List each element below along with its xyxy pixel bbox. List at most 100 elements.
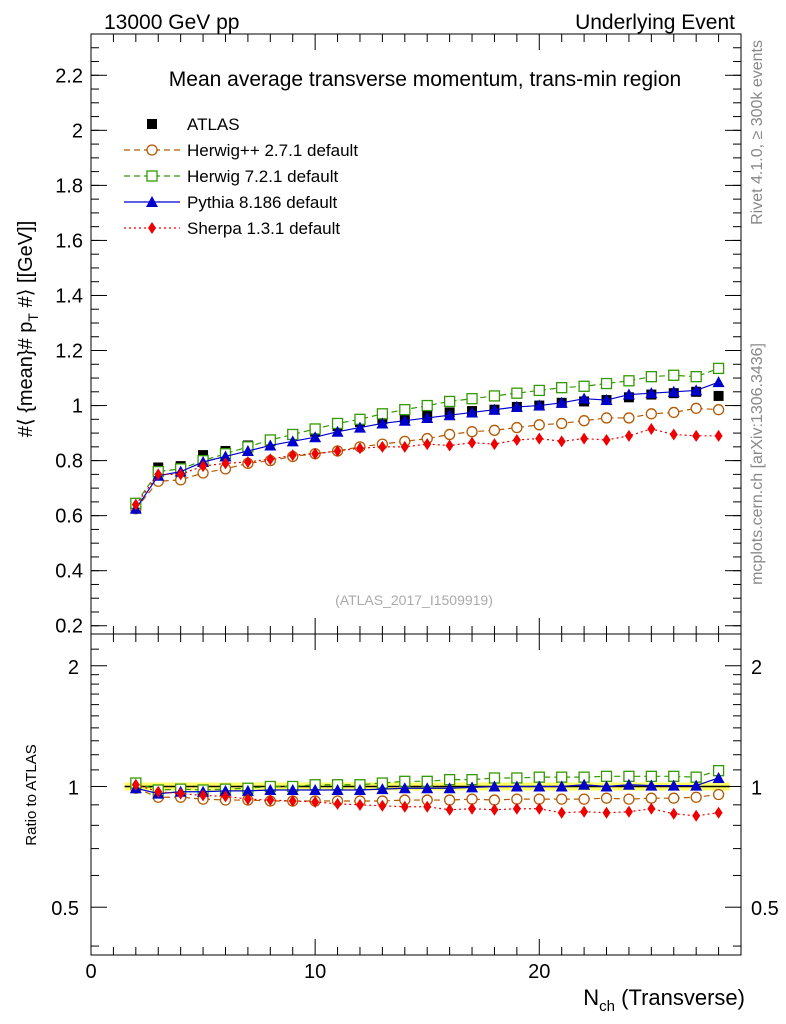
main-point-pythia-8-186-default: [690, 384, 703, 396]
header-right-label: Underlying Event: [575, 11, 735, 34]
main-point-herwig-7-2-1-default: [668, 369, 680, 381]
header-left-label: 13000 GeV pp: [104, 11, 239, 34]
main-point-herwig-7-2-1-default: [690, 371, 702, 383]
y-title-pre: #⟨ {mean}# p: [15, 322, 37, 438]
ratio-point-sherpa-1-3-1-default: [602, 806, 611, 819]
main-point-sherpa-1-3-1-default: [602, 433, 611, 446]
ratio-point-herwig-2-7-1-default: [466, 793, 478, 805]
legend-marker-sherpa-1-3-1-default: [148, 222, 156, 234]
legend-marker-herwig-7-2-1-default: [146, 170, 158, 182]
ratio-point-sherpa-1-3-1-default: [266, 794, 275, 807]
main-point-herwig-2-7-1-default: [466, 426, 478, 438]
main-y-tick-label: 1.6: [55, 230, 83, 252]
main-point-pythia-8-186-default: [376, 417, 389, 429]
main-point-sherpa-1-3-1-default: [445, 439, 454, 452]
ratio-point-pythia-8-186-default: [645, 779, 658, 791]
main-point-pythia-8-186-default: [645, 387, 658, 399]
main-point-pythia-8-186-default: [555, 396, 568, 408]
ratio-point-pythia-8-186-default: [555, 780, 568, 792]
main-point-pythia-8-186-default: [264, 439, 277, 451]
main-y-ticks: 0.2 0.4 0.6 0.8 1 1.2 1.4 1.6 1.8 2 2.2: [55, 47, 741, 638]
ratio-point-sherpa-1-3-1-default: [714, 806, 723, 819]
ratio-point-sherpa-1-3-1-default: [557, 806, 566, 819]
main-point-sherpa-1-3-1-default: [131, 498, 140, 511]
x-axis-title: Nch (Transverse): [583, 985, 745, 1015]
main-point-herwig-2-7-1-default: [712, 404, 725, 416]
ratio-point-sherpa-1-3-1-default: [288, 795, 297, 808]
main-panel: 0.2 0.4 0.6 0.8 1 1.2 1.4 1.6 1.8 2 2.2 Mean avera…: [15, 33, 742, 638]
ratio-point-sherpa-1-3-1-default: [468, 802, 477, 815]
main-point-herwig-7-2-1-default: [556, 382, 568, 394]
main-point-herwig-7-2-1-default: [600, 377, 613, 390]
legend-marker-pythia-8-186-default: [146, 196, 158, 207]
main-point-pythia-8-186-default: [712, 376, 725, 388]
main-y-tick-label: 0.2: [55, 616, 83, 638]
ratio-point-pythia-8-186-default: [241, 784, 254, 796]
main-point-sherpa-1-3-1-default: [288, 449, 297, 462]
main-point-sherpa-1-3-1-default: [355, 442, 364, 455]
main-point-herwig-7-2-1-default: [466, 393, 478, 405]
main-point-sherpa-1-3-1-default: [692, 429, 701, 442]
main-y-tick-label: 2.2: [55, 65, 83, 87]
main-point-sherpa-1-3-1-default: [243, 455, 252, 468]
ratio-point-sherpa-1-3-1-default: [131, 778, 140, 791]
x-tick-label: 20: [528, 961, 550, 983]
ratio-series-layer: [129, 765, 725, 822]
ratio-point-herwig-2-7-1-default: [623, 793, 635, 805]
legend-label-herwig-7-2-1-default: Herwig 7.2.1 default: [187, 167, 338, 186]
main-point-herwig-2-7-1-default: [578, 415, 590, 427]
ratio-point-herwig-2-7-1-default: [578, 793, 590, 805]
ratio-point-sherpa-1-3-1-default: [490, 803, 499, 816]
main-point-herwig-2-7-1-default: [600, 412, 613, 424]
main-point-pythia-8-186-default: [466, 406, 479, 418]
ratio-point-sherpa-1-3-1-default: [378, 799, 387, 812]
chart-title: Mean average transverse momentum, trans-…: [169, 68, 681, 91]
ratio-point-pythia-8-186-default: [600, 780, 613, 792]
main-point-herwig-7-2-1-default: [578, 380, 590, 392]
main-point-sherpa-1-3-1-default: [199, 460, 208, 473]
ratio-y-tick-label-right: 1: [751, 777, 762, 799]
ratio-y-tick-label: 1: [68, 777, 79, 799]
legend-entry-herwig-2-7-1-default: Herwig++ 2.7.1 default: [124, 141, 358, 160]
main-point-sherpa-1-3-1-default: [400, 440, 409, 453]
ratio-point-pythia-8-186-default: [578, 778, 591, 790]
main-line-herwig-7-2-1-default: [135, 367, 719, 504]
main-point-herwig-7-2-1-default: [376, 408, 389, 420]
ratio-point-sherpa-1-3-1-default: [154, 785, 163, 798]
main-point-sherpa-1-3-1-default: [154, 468, 163, 481]
ratio-point-pythia-8-186-default: [376, 783, 389, 795]
ratio-point-sherpa-1-3-1-default: [176, 787, 185, 800]
main-point-herwig-7-2-1-default: [511, 387, 523, 399]
main-point-pythia-8-186-default: [510, 400, 523, 412]
ratio-y-tick-label-right: 0.5: [751, 898, 779, 920]
main-point-herwig-2-7-1-default: [668, 406, 680, 419]
main-point-herwig-2-7-1-default: [556, 417, 568, 430]
main-point-sherpa-1-3-1-default: [378, 440, 387, 453]
main-point-herwig-7-2-1-default: [421, 399, 433, 412]
main-y-tick-label: 1: [72, 396, 83, 418]
ratio-series-sherpa-1-3-1-default: [131, 778, 723, 822]
ratio-point-sherpa-1-3-1-default: [423, 800, 432, 813]
main-point-sherpa-1-3-1-default: [176, 468, 185, 481]
main-point-sherpa-1-3-1-default: [512, 433, 521, 446]
ratio-point-sherpa-1-3-1-default: [624, 805, 633, 818]
main-point-herwig-7-2-1-default: [488, 390, 501, 402]
ratio-point-herwig-2-7-1-default: [668, 792, 680, 804]
main-point-herwig-2-7-1-default: [533, 419, 545, 431]
main-point-sherpa-1-3-1-default: [490, 438, 499, 451]
main-point-herwig-2-7-1-default: [623, 412, 635, 424]
legend-entry-atlas: ATLAS: [147, 115, 240, 134]
legend-label-herwig-2-7-1-default: Herwig++ 2.7.1 default: [187, 141, 358, 160]
ratio-point-pythia-8-186-default: [353, 783, 366, 795]
ratio-point-sherpa-1-3-1-default: [221, 790, 230, 803]
ratio-point-pythia-8-186-default: [421, 782, 434, 794]
main-point-pythia-8-186-default: [353, 421, 366, 433]
main-point-herwig-7-2-1-default: [712, 362, 725, 375]
ratio-point-herwig-2-7-1-default: [645, 792, 657, 804]
main-point-sherpa-1-3-1-default: [333, 444, 342, 457]
ratio-point-pythia-8-186-default: [443, 782, 456, 794]
legend: ATLAS Herwig++ 2.7.1 default Herwig 7.2.1 …: [124, 115, 358, 238]
main-y-tick-label: 1.8: [55, 175, 83, 197]
ratio-point-sherpa-1-3-1-default: [692, 809, 701, 822]
main-point-pythia-8-186-default: [622, 388, 635, 400]
